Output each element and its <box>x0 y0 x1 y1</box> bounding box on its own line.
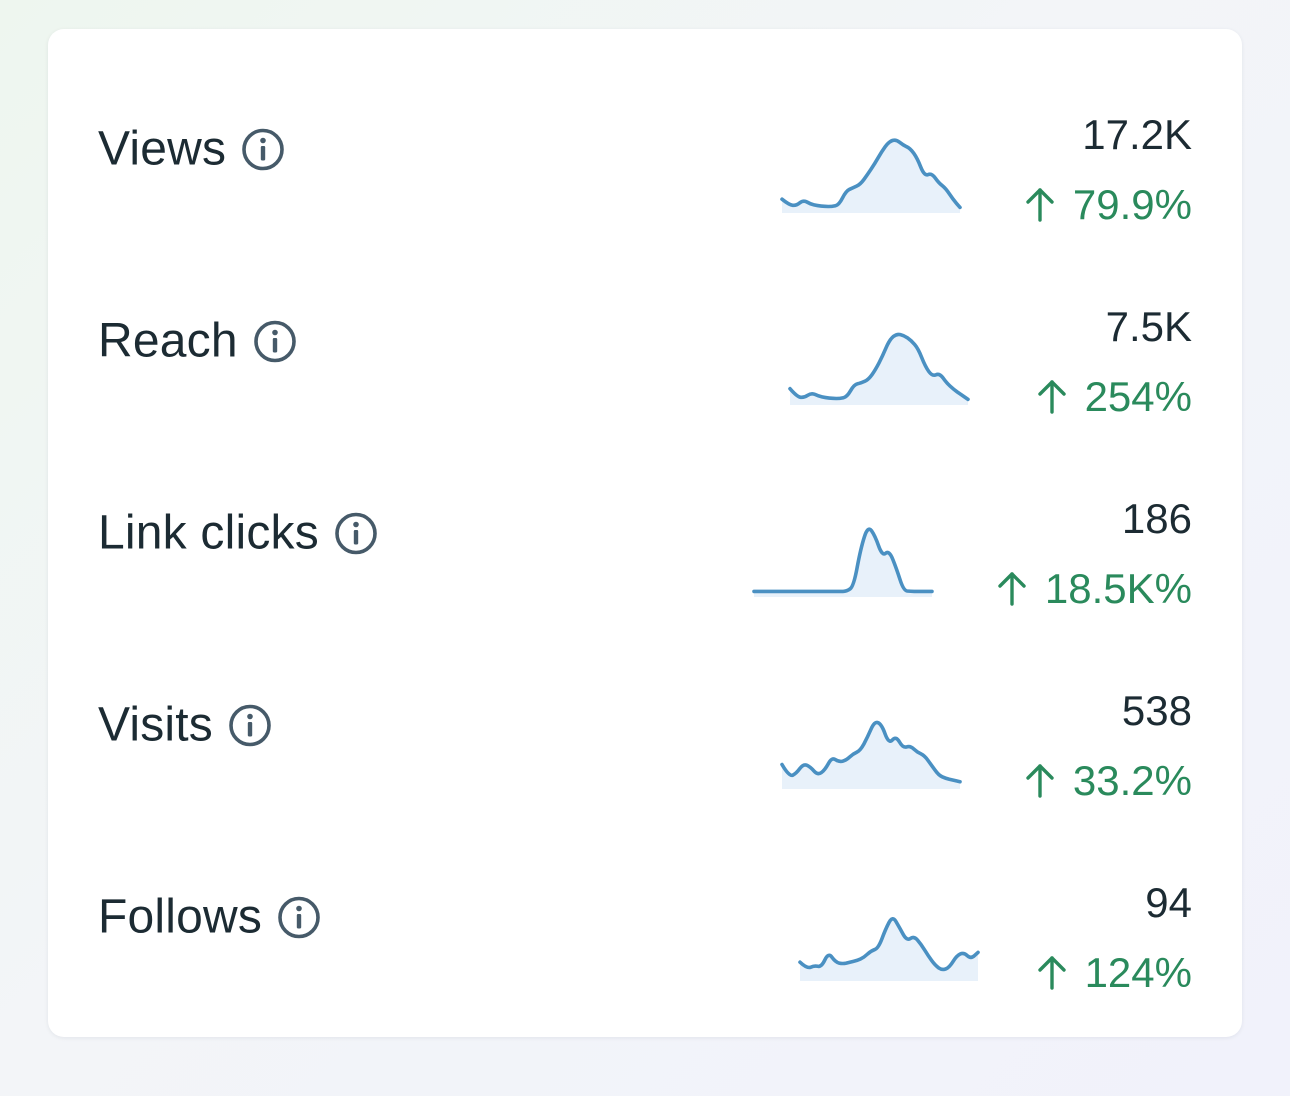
sparkline-line <box>752 527 934 594</box>
metric-value: 186 <box>1121 495 1192 542</box>
metric-label: Visits <box>98 698 214 752</box>
metric-value: 538 <box>1121 687 1192 734</box>
metric-value: 94 <box>1145 879 1192 926</box>
metric-name: Follows <box>98 890 322 945</box>
sparkline-area <box>754 529 932 597</box>
arrow-up-icon <box>1025 184 1055 226</box>
sparkline <box>798 891 980 981</box>
sparkline-chart <box>788 332 970 405</box>
metric-label: Follows <box>98 890 263 944</box>
metric-change: 18.5K% <box>997 565 1192 613</box>
metric-row-link-clicks[interactable]: Link clicks 186 18. <box>48 437 1242 629</box>
sparkline-line <box>798 917 980 972</box>
arrow-up-icon <box>1037 376 1067 418</box>
info-circle-icon[interactable] <box>240 126 286 172</box>
metric-change: 254% <box>1037 373 1192 421</box>
sparkline-area <box>782 722 960 789</box>
info-circle-icon[interactable] <box>227 702 273 748</box>
arrow-up-icon <box>1037 952 1067 994</box>
sparkline <box>780 699 962 789</box>
sparkline-chart <box>780 138 962 213</box>
info-circle-icon[interactable] <box>333 510 379 556</box>
metric-row-visits[interactable]: Visits 538 33.2% <box>48 629 1242 821</box>
metric-label: Link clicks <box>98 506 319 560</box>
metric-row-reach[interactable]: Reach 7.5K 254% <box>48 245 1242 437</box>
metrics-card: Views 17.2K 79.9% <box>48 29 1242 1037</box>
sparkline-chart <box>798 917 980 981</box>
change-text: 79.9% <box>1072 181 1192 228</box>
metric-name: Reach <box>98 314 298 369</box>
metric-value: 17.2K <box>1082 111 1192 158</box>
sparkline-area <box>800 918 978 981</box>
sparkline-line <box>788 332 970 402</box>
sparkline <box>780 123 962 213</box>
sparkline-chart <box>780 720 962 789</box>
change-text: 124% <box>1084 949 1192 996</box>
change-text: 33.2% <box>1072 757 1192 804</box>
metric-row-follows[interactable]: Follows 94 124% <box>48 821 1242 1013</box>
arrow-up-icon <box>1025 760 1055 802</box>
metric-name: Visits <box>98 698 273 753</box>
metric-value: 7.5K <box>1105 303 1192 350</box>
arrow-up-icon <box>997 568 1027 610</box>
info-circle-icon[interactable] <box>252 318 298 364</box>
sparkline <box>788 315 970 405</box>
info-circle-icon[interactable] <box>276 894 322 940</box>
metric-change: 79.9% <box>1025 181 1192 229</box>
metric-change: 33.2% <box>1025 757 1192 805</box>
metric-row-views[interactable]: Views 17.2K 79.9% <box>48 53 1242 245</box>
metric-label: Views <box>98 122 227 176</box>
sparkline-chart <box>752 527 934 597</box>
change-text: 254% <box>1084 373 1192 420</box>
metric-name: Link clicks <box>98 506 379 561</box>
metric-name: Views <box>98 122 286 177</box>
change-text: 18.5K% <box>1044 565 1192 612</box>
sparkline-line <box>780 138 962 210</box>
sparkline <box>752 507 934 597</box>
metric-change: 124% <box>1037 949 1192 997</box>
sparkline-line <box>780 720 962 784</box>
metric-label: Reach <box>98 314 238 368</box>
sparkline-area <box>790 334 968 405</box>
